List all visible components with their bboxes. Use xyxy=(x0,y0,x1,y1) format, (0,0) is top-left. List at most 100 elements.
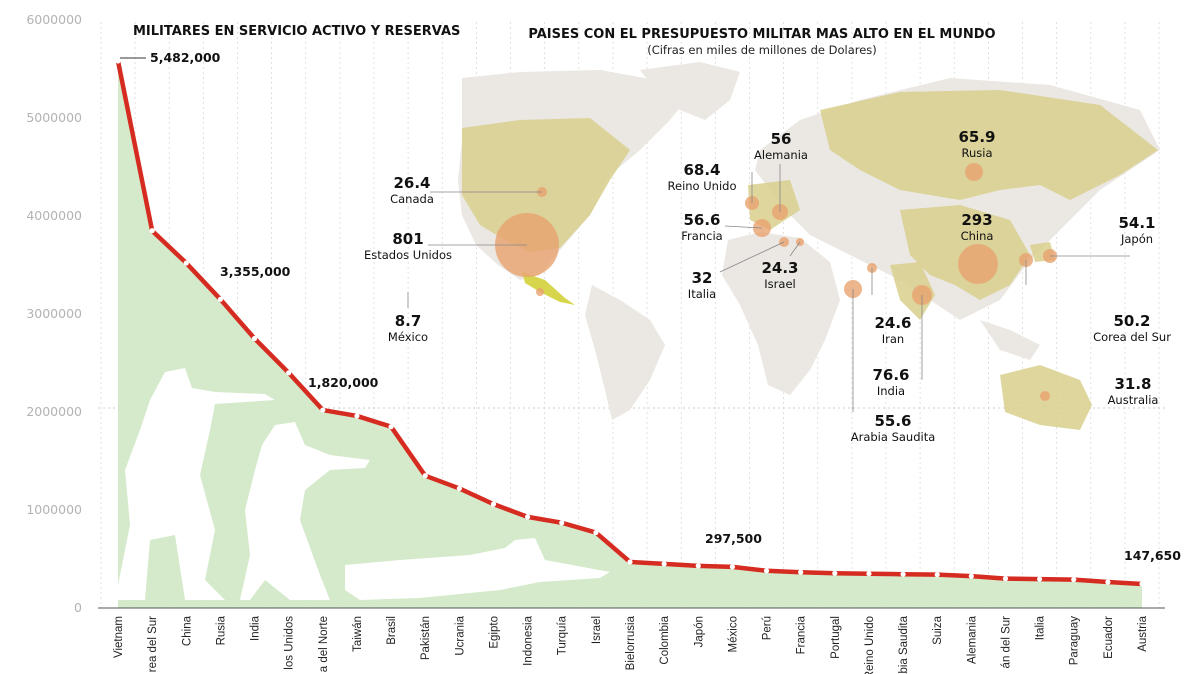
line-segment xyxy=(287,371,325,412)
line-segment xyxy=(800,569,835,576)
greenland-shape xyxy=(640,62,740,120)
line-segment xyxy=(937,572,972,579)
country-name: Reino Unido xyxy=(668,179,737,193)
line-segment xyxy=(732,564,767,573)
y-tick-label: 6000000 xyxy=(26,12,82,27)
budget-bubble xyxy=(1040,391,1050,401)
soldier-silhouette xyxy=(240,422,370,600)
world-map xyxy=(458,62,1160,430)
data-point xyxy=(456,485,462,492)
data-label: 1,820,000 xyxy=(308,375,379,390)
budget-value: 54.1 xyxy=(1118,214,1155,232)
data-point xyxy=(115,58,121,64)
x-tick-label: Egipto xyxy=(488,616,500,649)
budget-value: 8.7 xyxy=(395,312,422,330)
country-name: India xyxy=(877,384,905,398)
y-tick-label: 3000000 xyxy=(26,306,82,321)
budget-bubble xyxy=(958,244,998,284)
country-name: China xyxy=(961,229,994,243)
budget-bubble xyxy=(536,288,544,296)
y-tick-label: 4000000 xyxy=(26,208,82,223)
x-tick-label: Turquía xyxy=(557,615,569,655)
data-point xyxy=(1105,579,1111,585)
x-tick-label: Taiwán xyxy=(352,616,364,652)
x-tick-label: los Unidos xyxy=(284,616,296,670)
budget-value: 56 xyxy=(771,130,792,148)
budget-value: 24.6 xyxy=(874,314,911,332)
x-tick-label: Ucrania xyxy=(454,615,466,655)
southeast-asia-shape xyxy=(980,320,1040,360)
area-fill xyxy=(118,61,1142,608)
budget-value: 31.8 xyxy=(1114,375,1151,393)
data-point xyxy=(422,473,428,479)
data-point xyxy=(354,413,360,419)
soldier-silhouette xyxy=(345,538,610,600)
data-point xyxy=(320,407,326,413)
x-tick-label: China xyxy=(181,615,193,646)
data-label: 297,500 xyxy=(705,531,762,546)
x-tick-label: India xyxy=(250,615,262,641)
bubble-layer xyxy=(407,163,1130,412)
leader-line xyxy=(719,241,785,273)
data-point xyxy=(934,572,940,578)
soldier-silhouettes xyxy=(115,368,610,600)
area-layer xyxy=(118,61,1142,608)
budget-value: 65.9 xyxy=(958,128,995,146)
x-tick-label: Japón xyxy=(693,616,705,647)
x-tick-label: Francia xyxy=(796,615,808,654)
x-tick-label: án del Sur xyxy=(1000,616,1012,669)
y-tick-label: 1000000 xyxy=(26,502,82,517)
data-point xyxy=(1002,576,1009,582)
country-name: Australia xyxy=(1108,393,1159,407)
data-label: 147,650 xyxy=(1124,548,1181,563)
country-name: Corea del Sur xyxy=(1093,330,1171,344)
data-point xyxy=(286,370,292,376)
europe-region xyxy=(748,180,800,230)
data-point xyxy=(559,520,565,526)
x-tick-label: Portugal xyxy=(830,616,842,659)
budget-value: 56.6 xyxy=(683,211,720,229)
data-point xyxy=(388,424,394,430)
data-point xyxy=(490,501,497,507)
x-tick-label: Arabia Saudita xyxy=(898,615,910,674)
country-name: Rusia xyxy=(962,146,993,160)
leader-line xyxy=(724,225,763,229)
x-tick-label: Suiza xyxy=(932,615,944,644)
country-name: Israel xyxy=(764,277,795,291)
south-america-shape xyxy=(585,285,665,420)
line-layer xyxy=(115,58,1145,587)
country-name: Francia xyxy=(681,229,722,243)
x-tick-label: Alemania xyxy=(966,615,978,664)
x-tick-label: Ecuador xyxy=(1103,616,1115,659)
budget-value: 801 xyxy=(392,230,423,248)
russia-region xyxy=(820,90,1158,200)
data-point xyxy=(1037,576,1043,582)
x-tick-label: Brasil xyxy=(386,616,398,645)
y-tick-label: 0 xyxy=(74,600,82,615)
data-point xyxy=(1139,581,1145,587)
x-tick-label: a del Norte xyxy=(318,616,330,672)
x-tick-label: México xyxy=(727,616,739,652)
x-tick-label: Reino Unido xyxy=(864,616,876,674)
country-name: Alemania xyxy=(754,148,808,162)
country-name: Japón xyxy=(1120,232,1153,246)
data-point xyxy=(900,571,906,577)
x-tick-label: Paraguay xyxy=(1069,616,1081,665)
x-tick-label: Italia xyxy=(1035,615,1047,640)
line-segment xyxy=(1073,577,1109,585)
x-tick-label: Pakistán xyxy=(420,616,432,660)
x-tick-label: Rusia xyxy=(215,615,227,645)
line-segment xyxy=(322,407,358,419)
data-label: 5,482,000 xyxy=(150,50,221,65)
data-point xyxy=(866,571,872,577)
budget-value: 68.4 xyxy=(683,161,720,179)
budget-value: 26.4 xyxy=(393,174,430,192)
line-segment xyxy=(971,573,1006,581)
country-name: Arabia Saudita xyxy=(851,430,936,444)
text-layer: MILITARES EN SERVICIO ACTIVO Y RESERVAS P… xyxy=(120,24,1181,563)
budget-value: 293 xyxy=(961,211,992,229)
data-point xyxy=(968,573,974,579)
x-tick-label: Perú xyxy=(762,616,774,640)
map-subtitle: (Cifras en miles de millones de Dolares) xyxy=(647,43,877,57)
